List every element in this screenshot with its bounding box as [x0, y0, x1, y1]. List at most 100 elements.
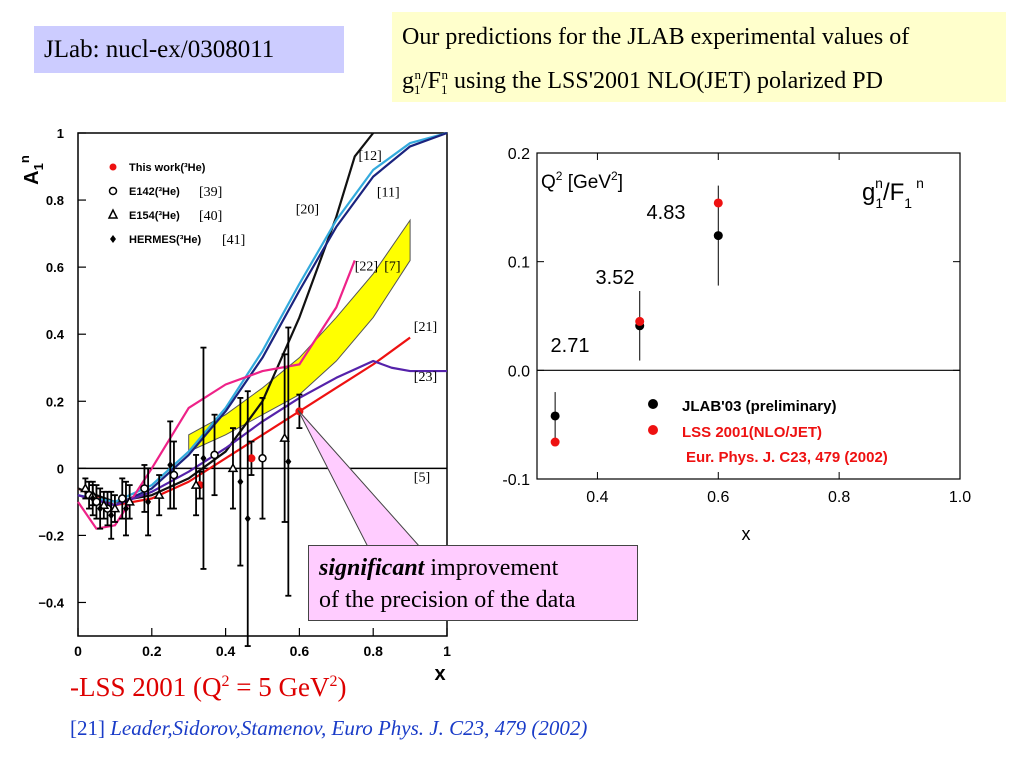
curve-label: [5] [414, 471, 430, 486]
curve-label: [21] [414, 320, 437, 335]
callout-arrow [297, 409, 422, 548]
data-point-e154 [98, 499, 110, 509]
callout-line-1-rest: improvement [424, 555, 559, 581]
g1n-x-tick-label: 0.4 [586, 489, 608, 506]
g1n-y-tick-label: 0.2 [508, 146, 530, 163]
reference-number: [21] [70, 716, 111, 740]
legend-ref: [40] [199, 209, 222, 224]
a1n-y-axis-label: A1n [17, 155, 46, 185]
legend-label: E154(³He) [129, 210, 180, 222]
data-point-hermes [244, 514, 251, 523]
curve-12 [77, 131, 448, 503]
a1n-y-tick-label: 0 [57, 461, 64, 476]
data-point-hermes [200, 454, 207, 463]
a1n-x-tick-label: 0.4 [216, 643, 236, 659]
callout-line-2: of the precision of the data [319, 587, 576, 613]
legend-label: HERMES(³He) [129, 234, 201, 246]
data-point-jlab [550, 411, 560, 421]
data-point-hermes [97, 504, 104, 513]
data-point-e154 [279, 432, 290, 442]
data-point-e154 [227, 462, 239, 473]
data-point-e142 [258, 454, 267, 463]
callout-box: significant improvement of the precision… [308, 545, 638, 621]
a1n-chart: [12] [11] [20] [22] [7] [21] [23] [5] 0 0.2 0.4 0.… [17, 126, 451, 680]
g1n-legend: JLAB'03 (preliminary) LSS 2001(NLO/JET) Eu… [648, 398, 888, 466]
g1n-y-tick-label: 0.0 [508, 363, 530, 380]
reference-citation: [21] Leader,Sidorov,Stamenov, Euro Phys.… [70, 716, 587, 741]
g1n-x-tick-label: 1.0 [949, 489, 971, 506]
data-point-hermes [167, 460, 174, 469]
data-point-e142 [210, 450, 219, 460]
legend-label-jlab: JLAB'03 (preliminary) [682, 398, 836, 415]
data-point-hermes [89, 494, 96, 503]
q2-unit-label: Q2 [GeV2] [541, 169, 623, 193]
curve-label: [22] [355, 259, 378, 274]
data-point-hermes [285, 457, 292, 466]
q2-value-label: 4.83 [647, 202, 686, 224]
curve-11 [77, 131, 448, 507]
data-point-e154 [190, 479, 202, 489]
prediction-slash: /F [421, 68, 442, 94]
curve-21 [77, 336, 411, 507]
a1n-y-tick-label: −0.4 [38, 595, 64, 610]
g1n-x-axis-label: x [742, 524, 751, 544]
a1n-x-tick-label: 1 [443, 643, 451, 659]
a1n-x-tick-label: 0.2 [142, 643, 162, 659]
data-point-e154 [109, 503, 121, 513]
a1n-x-tick-label: 0.8 [363, 643, 383, 659]
data-point-e154 [153, 489, 165, 499]
reference-text: Leader,Sidorov,Stamenov, Euro Phys. J. C… [110, 716, 588, 740]
data-point-jlab [713, 231, 723, 241]
data-point-hermes [145, 497, 152, 506]
reference-tag: JLab: nucl-ex/0308011 [34, 26, 344, 73]
a1n-plot-frame [77, 132, 448, 637]
a1n-y-tick-label: 0.6 [46, 260, 64, 275]
g1n-axes: 0.4 0.6 0.8 1.0 0.2 0.1 0.0 -0.1 [502, 146, 971, 506]
prediction-line-1: Our predictions for the JLAB experimenta… [402, 24, 910, 50]
legend-label: This work(³He) [129, 162, 206, 174]
g1n-plot-content: 2.71 3.52 4.83 [537, 185, 960, 447]
legend-label: E142(³He) [129, 186, 180, 198]
prediction-g: g [402, 68, 414, 94]
lss-end: ) [337, 672, 347, 702]
callout-emphasis: significant [319, 555, 425, 581]
data-point-lss [550, 437, 560, 447]
a1n-axes: 0 0.2 0.4 0.6 0.8 1 1 0.8 0.6 0.4 0.2 0 −0.2 −0.4 [38, 126, 451, 659]
a1n-x-tick-label: 0.6 [290, 643, 310, 659]
g1n-y-tick-label: 0.1 [508, 255, 530, 272]
curve-label: [11] [377, 186, 400, 201]
prediction-line-2-rest: using the LSS'2001 NLO(JET) polarized PD [448, 68, 883, 94]
q2-value-label: 2.71 [551, 335, 590, 357]
curve-23 [77, 359, 447, 507]
g1n-x-tick-label: 0.6 [707, 489, 729, 506]
a1n-y-tick-label: −0.2 [38, 528, 64, 543]
legend-marker-red-dot [109, 163, 117, 171]
g1n-f1n-chart: 2.71 3.52 4.83 0.4 0.6 0.8 1.0 0.2 0.1 0.0 -0.1 Q… [502, 146, 971, 544]
curve-label: [20] [296, 202, 319, 217]
g1n-x-tick-label: 0.8 [828, 489, 850, 506]
data-point-hermes [122, 504, 129, 513]
a1n-x-tick-label: 0 [74, 643, 82, 659]
a1n-y-tick-label: 0.4 [46, 327, 65, 342]
legend-ref: [39] [199, 185, 222, 200]
curve-label: [12] [358, 149, 381, 164]
data-point-hermes [237, 477, 244, 486]
legend-marker-diamond [110, 235, 116, 243]
lss-caption: -LSS 2001 (Q2 = 5 GeV2) [70, 672, 346, 703]
g1n-plot-frame [536, 152, 961, 480]
g1n-y-tick-label: -0.1 [502, 472, 530, 489]
a1n-y-tick-label: 0.2 [46, 394, 64, 409]
prediction-f-sup: n [441, 67, 449, 82]
a1n-x-axis-label: x [434, 663, 445, 680]
a1n-plot-content: [12] [11] [20] [22] [7] [21] [23] [5] [77, 131, 448, 647]
prediction-g-sub: 1 [414, 81, 421, 97]
g1n-chart-title: g1n/F1n [862, 175, 924, 211]
lss-mid: = 5 GeV [229, 672, 330, 702]
legend-marker-triangle [107, 208, 119, 219]
curve-label: [23] [414, 370, 437, 385]
legend-marker-jlab [648, 399, 658, 409]
legend-label-citation: Eur. Phys. J. C23, 479 (2002) [686, 449, 888, 466]
legend-ref: [41] [222, 233, 245, 248]
reference-tag-text: JLab: nucl-ex/0308011 [44, 36, 275, 63]
